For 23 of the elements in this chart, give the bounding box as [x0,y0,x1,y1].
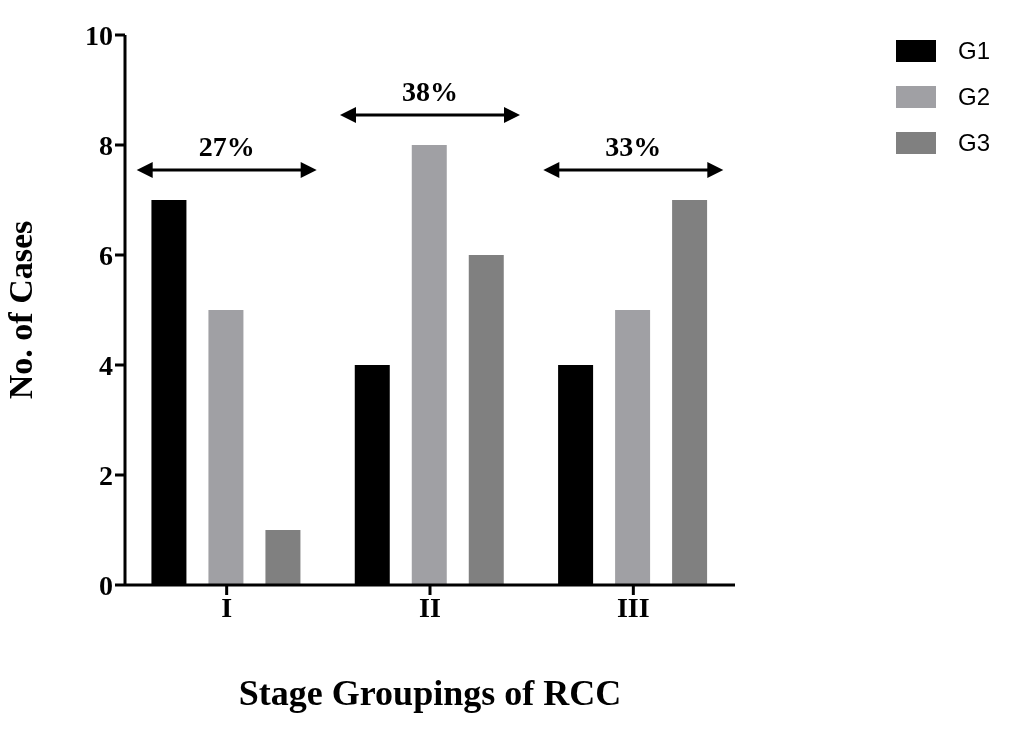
x-tick-label: I [221,591,233,623]
y-tick-label: 0 [99,569,113,601]
x-tick-label: II [419,591,441,623]
y-tick-label: 8 [99,129,113,161]
y-tick-label: 4 [99,349,113,381]
y-tick-label: 10 [85,19,113,51]
y-axis-title: No. of Cases [2,220,40,400]
bar [615,310,651,585]
bar [411,145,447,585]
annotation: 27% [198,131,255,162]
bar [468,255,504,585]
annotation: 38% [402,76,458,107]
annotation: 33% [605,131,662,162]
x-axis-title: Stage Groupings of RCC [238,673,622,713]
legend-label: G2 [958,83,991,111]
legend-label: G1 [958,37,991,65]
bar [208,310,244,585]
y-tick-label: 2 [99,459,113,491]
y-tick-label: 6 [99,239,113,271]
x-tick-label: III [616,591,650,623]
legend-label: G3 [958,129,991,157]
bar [672,200,708,585]
bar [265,530,301,585]
